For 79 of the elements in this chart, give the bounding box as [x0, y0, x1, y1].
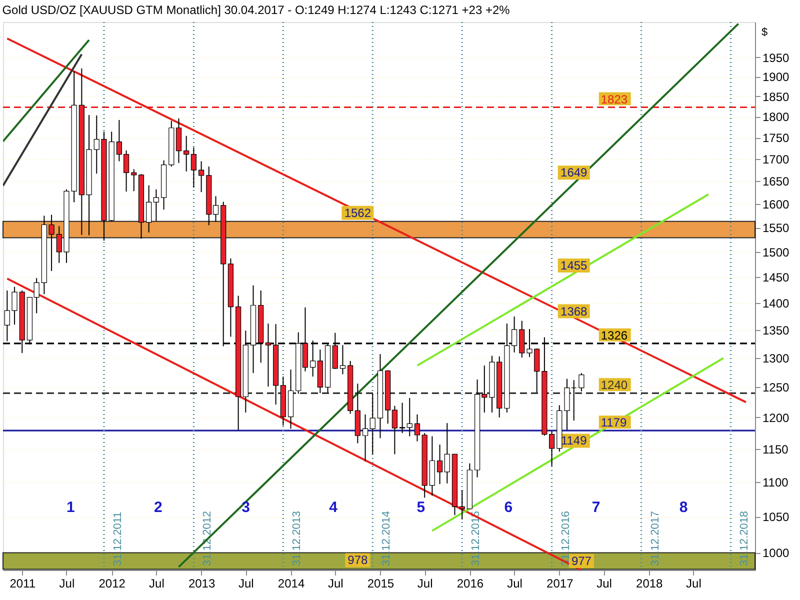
x-tick-label: 2014: [278, 576, 305, 590]
candlestick: [578, 372, 584, 392]
ref-line-label: 1326: [600, 328, 628, 342]
candlestick: [198, 160, 204, 193]
y-tick-label: 1400: [762, 296, 790, 311]
annotation: 3: [242, 498, 250, 516]
x-tick-label: 2013: [188, 576, 216, 590]
y-tick-label: 1500: [762, 245, 790, 260]
y-tick-label: 1200: [762, 410, 790, 425]
annotation: 1455: [560, 258, 588, 273]
y-tick-label: 1550: [762, 221, 790, 236]
x-tick-label: 2011: [10, 576, 36, 590]
y-tick-label: 1050: [762, 510, 790, 524]
x-tick-label: 2012: [98, 576, 126, 590]
x-tick-label: Jul: [417, 576, 433, 590]
y-tick-label: 1950: [762, 50, 790, 65]
y-tick-label: 1450: [762, 270, 790, 285]
ref-line-label: 31.12.2016: [560, 510, 572, 566]
y-tick-label: 1850: [762, 90, 790, 104]
annotation: 8: [679, 498, 688, 516]
ref-line-label: 31.12.2013: [291, 510, 304, 566]
y-tick-label: 1100: [762, 476, 789, 490]
candlestick: [362, 414, 368, 462]
ref-line-label: 1240: [600, 378, 628, 392]
x-tick-label: 2016: [456, 576, 484, 590]
x-tick-label: 2015: [367, 576, 394, 590]
candlestick: [406, 397, 412, 437]
annotation: 7: [592, 498, 600, 516]
y-tick-label: 1300: [762, 352, 790, 366]
annotation: 1: [66, 498, 75, 516]
y-tick-label: 1900: [762, 70, 790, 84]
ref-line-label: 1179: [600, 416, 627, 430]
ref-line-label: 31.12.2017: [649, 510, 662, 566]
x-tick-label: Jul: [596, 576, 612, 590]
ref-line-label: 1823: [600, 92, 628, 106]
y-tick-label: 1750: [762, 131, 790, 146]
annotation: 4: [329, 498, 338, 516]
candlestick: [436, 444, 443, 485]
y-tick-label: 1350: [762, 324, 790, 338]
candlestick: [370, 393, 376, 455]
ref-line-label: 31.12.2015: [470, 510, 482, 566]
y-tick-label: 1650: [762, 174, 790, 189]
candlestick: [399, 402, 406, 434]
y-tick-label: 1150: [762, 442, 789, 457]
x-tick-label: Jul: [507, 576, 522, 590]
y-tick-label: 1250: [762, 380, 790, 395]
candlestick: [190, 146, 196, 188]
candlestick: [184, 135, 190, 172]
ref-line-label: 31.12.2012: [202, 510, 214, 566]
candlestick: [131, 168, 137, 192]
ref-line-label: 31.12.2014: [380, 510, 393, 566]
x-tick-label: 2018: [636, 576, 664, 590]
y-tick-label: 1600: [762, 198, 790, 212]
y-tick-label: 1800: [762, 110, 790, 124]
candlestick: [459, 490, 465, 520]
x-tick-label: 2017: [546, 576, 574, 590]
ref-line-label: 31.12.2011: [112, 512, 124, 566]
x-tick-label: Jul: [686, 576, 702, 590]
y-axis-title: $: [762, 26, 768, 38]
annotation: 1368: [560, 304, 588, 318]
ref-line-label: 31.12.2018: [738, 510, 751, 566]
candlestick: [340, 344, 346, 375]
annotation: 6: [504, 498, 513, 516]
annotation: 2: [154, 498, 162, 516]
annotation: 977: [571, 554, 592, 568]
annotation: 1649: [560, 166, 588, 180]
annotation: 5: [416, 498, 426, 516]
y-tick-label: 1000: [762, 546, 790, 560]
annotation: 978: [348, 553, 368, 568]
x-tick-label: Jul: [238, 576, 254, 590]
chart-title: Gold USD/OZ [XAUUSD GTM Monatlich] 30.04.2017 - O:1249 H:1274 L:1243 C:1271 +23 +2%: [2, 3, 510, 18]
annotation: 1562: [344, 206, 372, 220]
candlestick: [414, 414, 420, 442]
candlestick: [444, 422, 450, 484]
x-tick-label: Jul: [328, 576, 344, 590]
candlestick: [176, 118, 182, 164]
y-tick-label: 1700: [762, 152, 790, 167]
x-tick-label: Jul: [59, 576, 75, 590]
x-tick-label: Jul: [149, 576, 164, 590]
